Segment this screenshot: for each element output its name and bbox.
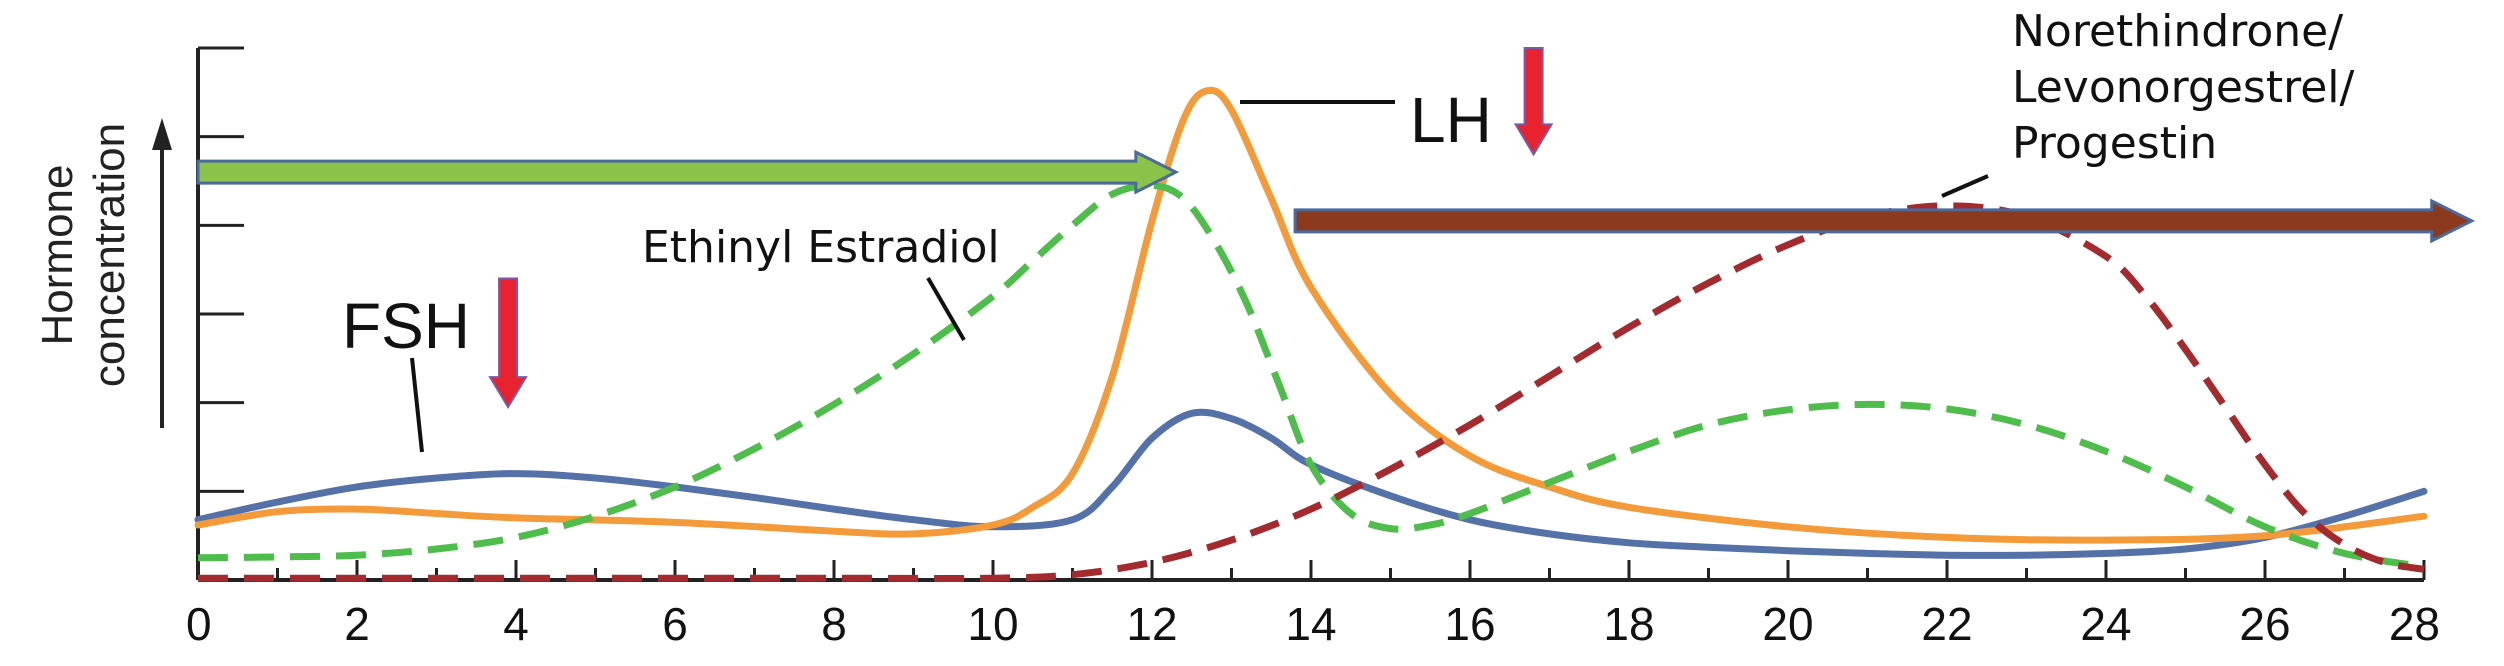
x-tick-label-20: 20	[1762, 598, 1813, 650]
x-tick-label-0: 0	[186, 598, 212, 650]
lh-marker-arrow	[1513, 47, 1554, 157]
x-tick-label-10: 10	[967, 598, 1018, 650]
series-layer	[194, 86, 2428, 582]
annotations: FSH LH Ethinyl Estradiol Norethindrone/ …	[342, 6, 2354, 453]
fsh-label: FSH	[342, 290, 470, 362]
x-tick-label-6: 6	[662, 598, 688, 650]
x-tick-label-18: 18	[1603, 598, 1654, 650]
fsh-leader-line	[410, 357, 424, 453]
series-line-norethindrone-levonorgestrel-progestin	[197, 202, 2425, 582]
lh-label: LH	[1410, 84, 1492, 156]
x-tick-label-2: 2	[344, 598, 370, 650]
progestin-label-line-1: Norethindrone/	[2012, 6, 2343, 57]
progestin-label-line-3: Progestin	[2012, 118, 2217, 169]
estradiol-leader-line	[926, 276, 966, 342]
x-tick-label-26: 26	[2239, 598, 2290, 650]
y-axis-arrow-head	[152, 118, 172, 150]
y-axis-title-line-1: Hormone	[33, 165, 82, 346]
marker-arrows	[488, 47, 1554, 410]
x-tick-label-4: 4	[503, 598, 529, 650]
range-arrows	[196, 149, 2476, 244]
x-tick-label-14: 14	[1285, 598, 1336, 650]
y-axis-title-line-2: concentration	[85, 123, 134, 387]
x-tick-label-8: 8	[821, 598, 847, 650]
progestin-label-line-2: Levonorgestrel/	[2012, 62, 2354, 113]
series-line-ethinyl-estradiol	[197, 181, 2425, 571]
x-tick-label-28: 28	[2389, 598, 2440, 650]
progestin-range-arrow	[1293, 198, 2476, 244]
series-line-lh	[194, 86, 2428, 544]
x-tick-label-16: 16	[1444, 598, 1495, 650]
x-tick-label-24: 24	[2080, 598, 2131, 650]
x-tick-label-22: 22	[1921, 598, 1972, 650]
x-ticks: 0 2 4 6 8 10 12 14 16 18 20 22 24 26 28	[186, 560, 2440, 650]
x-tick-label-12: 12	[1126, 598, 1177, 650]
y-ticks	[198, 46, 244, 493]
estradiol-label: Ethinyl Estradiol	[642, 222, 1000, 273]
y-axis-title: Hormone concentration	[33, 118, 172, 428]
progestin-leader-line	[1941, 174, 1989, 198]
series-line-fsh	[194, 408, 2428, 559]
estrogen-range-arrow	[196, 149, 1180, 195]
fsh-marker-arrow	[488, 277, 528, 410]
